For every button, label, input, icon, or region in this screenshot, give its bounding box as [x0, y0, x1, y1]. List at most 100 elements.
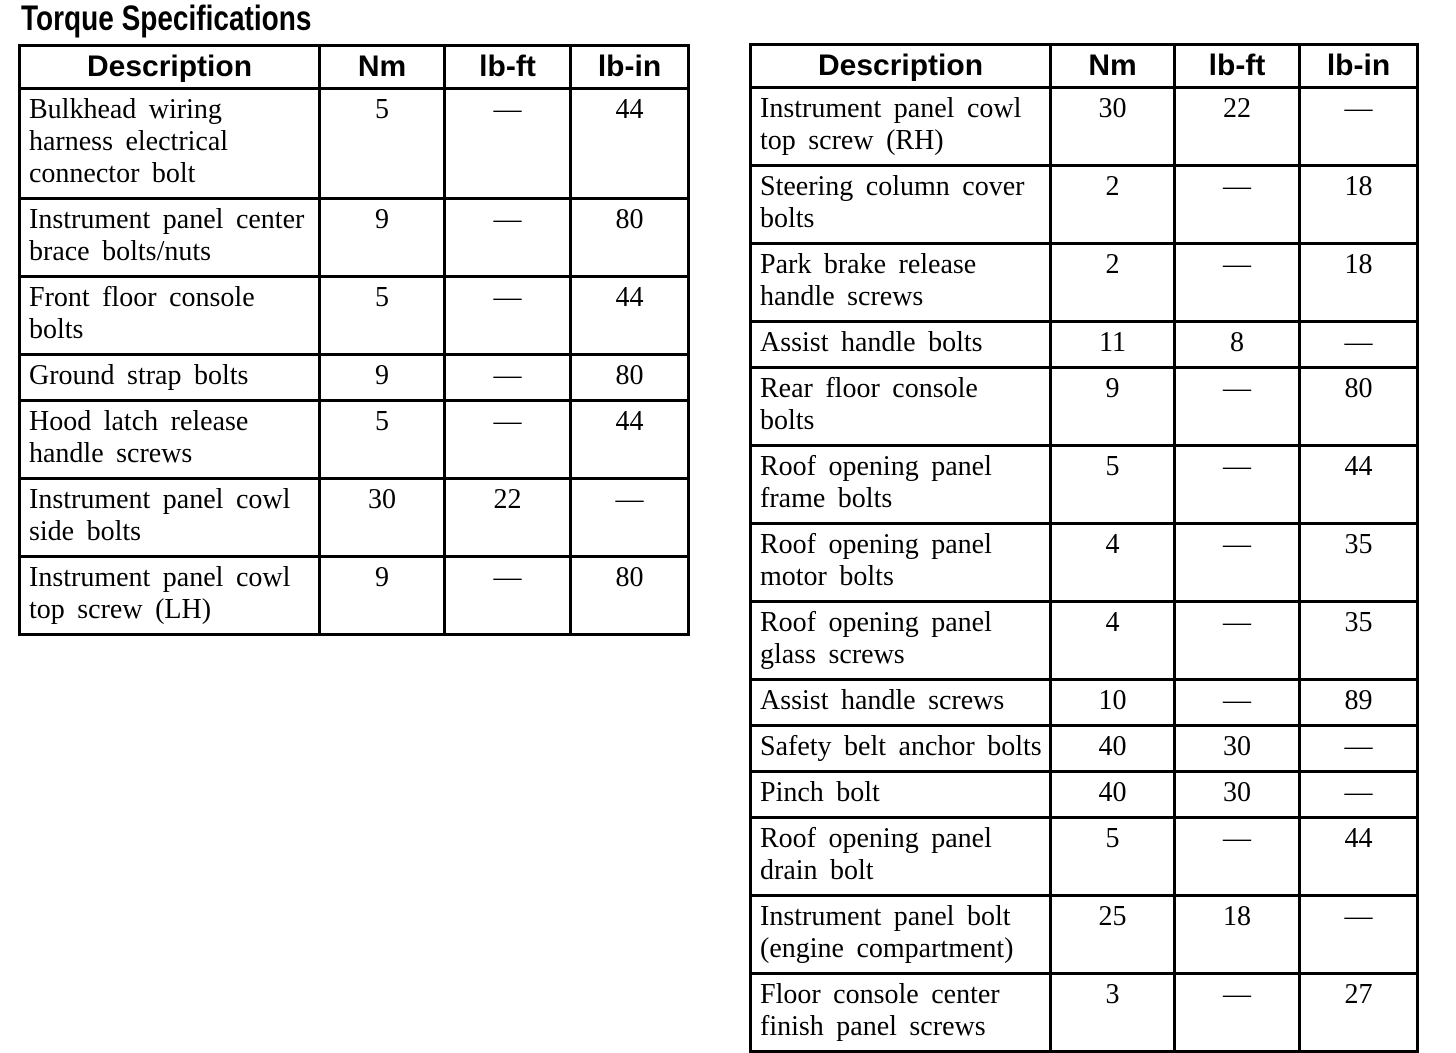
table-row: Instrument panel cowl side bolts 30 22 —: [18, 477, 690, 558]
description-cell: Roof opening panel glass screws: [749, 600, 1052, 681]
description-cell: Instrument panel cowl top screw (RH): [749, 86, 1052, 167]
lb-ft-cell: —: [1173, 242, 1301, 323]
lb-in-cell: 44: [569, 275, 690, 356]
nm-cell: 40: [1049, 770, 1176, 819]
lb-in-cell: —: [1298, 724, 1419, 773]
nm-cell: 2: [1049, 242, 1176, 323]
lb-ft-header: lb-ft: [443, 44, 572, 90]
table-row: Pinch bolt 40 30 —: [749, 770, 1419, 819]
lb-ft-cell: 30: [1173, 724, 1301, 773]
lb-in-cell: 80: [1298, 366, 1419, 447]
description-cell: Instrument panel cowl top screw (LH): [18, 555, 321, 636]
nm-cell: 9: [318, 353, 446, 402]
torque-table-right: Description Nm lb-ft lb-in Instrument pa…: [749, 43, 1419, 1053]
lb-ft-cell: 18: [1173, 894, 1301, 975]
lb-ft-cell: —: [1173, 816, 1301, 897]
lb-ft-cell: —: [443, 399, 572, 480]
description-cell: Roof opening panel motor bolts: [749, 522, 1052, 603]
table-row: Front floor console bolts 5 — 44: [18, 275, 690, 356]
nm-cell: 9: [318, 197, 446, 278]
description-cell: Assist handle screws: [749, 678, 1052, 727]
lb-in-cell: —: [1298, 894, 1419, 975]
lb-ft-cell: —: [1173, 164, 1301, 245]
nm-cell: 5: [318, 275, 446, 356]
nm-cell: 9: [318, 555, 446, 636]
description-header: Description: [18, 44, 321, 90]
description-cell: Instrument panel cowl side bolts: [18, 477, 321, 558]
lb-ft-cell: —: [1173, 522, 1301, 603]
description-cell: Assist handle bolts: [749, 320, 1052, 369]
nm-cell: 5: [1049, 816, 1176, 897]
nm-cell: 9: [1049, 366, 1176, 447]
lb-ft-cell: —: [443, 353, 572, 402]
description-cell: Safety belt anchor bolts: [749, 724, 1052, 773]
table-row: Roof opening panel frame bolts 5 — 44: [749, 444, 1419, 525]
table-row: Hood latch release handle screws 5 — 44: [18, 399, 690, 480]
page-title: Torque Specifications: [21, 0, 312, 38]
lb-in-cell: 35: [1298, 522, 1419, 603]
description-cell: Roof opening panel drain bolt: [749, 816, 1052, 897]
description-cell: Hood latch release handle screws: [18, 399, 321, 480]
lb-in-cell: 80: [569, 197, 690, 278]
lb-in-header: lb-in: [569, 44, 690, 90]
table-row: Bulkhead wiring harness electrical conne…: [18, 87, 690, 200]
lb-in-cell: 18: [1298, 242, 1419, 323]
table-row: Roof opening panel drain bolt 5 — 44: [749, 816, 1419, 897]
description-cell: Front floor console bolts: [18, 275, 321, 356]
description-cell: Pinch bolt: [749, 770, 1052, 819]
nm-cell: 30: [318, 477, 446, 558]
lb-in-cell: —: [1298, 320, 1419, 369]
lb-ft-cell: —: [443, 197, 572, 278]
nm-cell: 4: [1049, 600, 1176, 681]
lb-ft-cell: 22: [1173, 86, 1301, 167]
table-row: Park brake release handle screws 2 — 18: [749, 242, 1419, 323]
nm-cell: 30: [1049, 86, 1176, 167]
description-cell: Instrument panel bolt (engine compartmen…: [749, 894, 1052, 975]
lb-in-header: lb-in: [1298, 43, 1419, 89]
lb-ft-header: lb-ft: [1173, 43, 1301, 89]
lb-ft-cell: 30: [1173, 770, 1301, 819]
lb-ft-cell: —: [1173, 678, 1301, 727]
lb-in-cell: 80: [569, 555, 690, 636]
nm-cell: 5: [318, 399, 446, 480]
torque-table-left: Description Nm lb-ft lb-in Bulkhead wiri…: [18, 44, 690, 636]
table-row: Roof opening panel glass screws 4 — 35: [749, 600, 1419, 681]
table-row: Ground strap bolts 9 — 80: [18, 353, 690, 402]
lb-ft-cell: 22: [443, 477, 572, 558]
lb-in-cell: 89: [1298, 678, 1419, 727]
lb-ft-cell: 8: [1173, 320, 1301, 369]
lb-in-cell: —: [569, 477, 690, 558]
nm-cell: 11: [1049, 320, 1176, 369]
table-header-row: Description Nm lb-ft lb-in: [749, 43, 1419, 89]
lb-in-cell: 44: [569, 399, 690, 480]
table-row: Safety belt anchor bolts 40 30 —: [749, 724, 1419, 773]
lb-in-cell: —: [1298, 86, 1419, 167]
nm-cell: 5: [318, 87, 446, 200]
table-row: Roof opening panel motor bolts 4 — 35: [749, 522, 1419, 603]
lb-in-cell: 80: [569, 353, 690, 402]
lb-ft-cell: —: [1173, 366, 1301, 447]
lb-ft-cell: —: [1173, 600, 1301, 681]
lb-in-cell: 44: [1298, 444, 1419, 525]
table-row: Steering column cover bolts 2 — 18: [749, 164, 1419, 245]
table-row: Instrument panel cowl top screw (LH) 9 —…: [18, 555, 690, 636]
description-cell: Roof opening panel frame bolts: [749, 444, 1052, 525]
lb-in-cell: 44: [1298, 816, 1419, 897]
table-row: Assist handle screws 10 — 89: [749, 678, 1419, 727]
lb-ft-cell: —: [1173, 444, 1301, 525]
lb-in-cell: 18: [1298, 164, 1419, 245]
nm-cell: 40: [1049, 724, 1176, 773]
nm-cell: 4: [1049, 522, 1176, 603]
table-row: Assist handle bolts 11 8 —: [749, 320, 1419, 369]
description-header: Description: [749, 43, 1052, 89]
nm-header: Nm: [1049, 43, 1176, 89]
table-row: Instrument panel cowl top screw (RH) 30 …: [749, 86, 1419, 167]
table-header-row: Description Nm lb-ft lb-in: [18, 44, 690, 90]
lb-in-cell: —: [1298, 770, 1419, 819]
description-cell: Bulkhead wiring harness electrical conne…: [18, 87, 321, 200]
description-cell: Ground strap bolts: [18, 353, 321, 402]
lb-in-cell: 35: [1298, 600, 1419, 681]
table-row: Rear floor console bolts 9 — 80: [749, 366, 1419, 447]
table-row: Instrument panel center brace bolts/nuts…: [18, 197, 690, 278]
lb-ft-cell: —: [443, 555, 572, 636]
